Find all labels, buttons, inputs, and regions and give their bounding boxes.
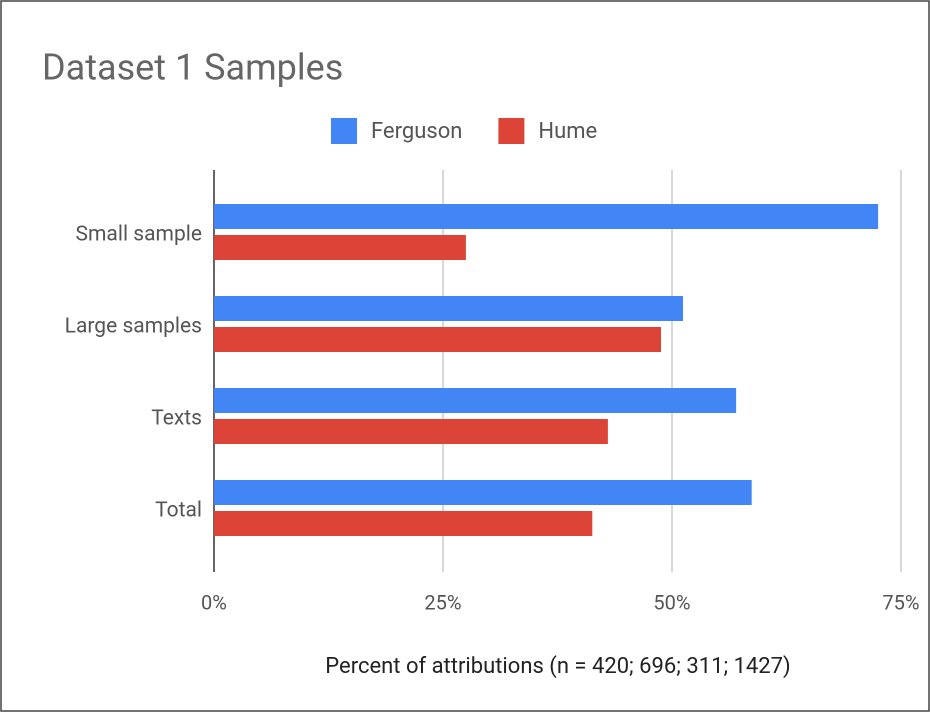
y-tick-label: Texts <box>151 407 202 431</box>
bar <box>214 327 662 352</box>
bar <box>214 419 608 444</box>
x-axis-label: Percent of attributions (n = 420; 696; 3… <box>325 654 790 679</box>
y-tick-label: Large samples <box>65 315 202 339</box>
y-tick-label: Small sample <box>76 223 202 247</box>
bar <box>214 235 466 260</box>
bar <box>214 388 737 413</box>
bar <box>214 296 683 321</box>
x-tick-label: 25% <box>424 590 461 614</box>
x-tick-label: 50% <box>653 590 690 614</box>
bar <box>214 511 593 536</box>
legend-label: Ferguson <box>371 119 462 144</box>
y-tick-label: Total <box>155 499 202 523</box>
x-tick-label: 75% <box>882 590 919 614</box>
chart-title: Dataset 1 Samples <box>42 47 343 89</box>
legend-swatch <box>498 118 525 144</box>
bar <box>214 480 752 505</box>
bar <box>214 204 879 229</box>
legend-label: Hume <box>538 119 597 144</box>
legend-swatch <box>331 118 357 144</box>
x-tick-label: 0% <box>201 590 227 614</box>
